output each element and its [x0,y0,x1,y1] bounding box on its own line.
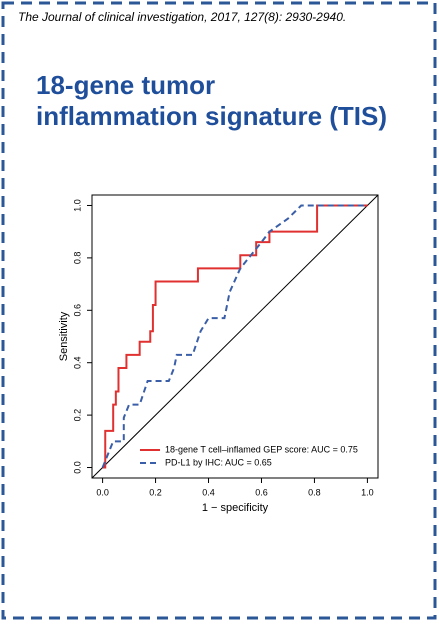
roc-chart: 0.0 0.2 0.4 0.6 0.8 1.0 0.0 0.2 0.4 0.6 0.8 1.0 1 − … [58,194,379,514]
x-tick-label: 0.8 [308,487,321,497]
y-tick-label: 0.4 [72,356,82,369]
title-line: 18-gene tumor [36,70,215,100]
y-tick-label: 0.6 [72,304,82,317]
x-tick-label: 0.0 [96,487,109,497]
title-line: inflammation signature (TIS) [36,101,387,131]
roc-curve [102,204,368,469]
x-tick-label: 0.6 [255,487,268,497]
legend-label: PD-L1 by IHC: AUC = 0.65 [165,457,272,467]
x-axis-label: 1 − specificity [202,502,269,514]
y-tick-label: 0.0 [72,461,82,474]
y-tick-label: 1.0 [72,199,82,212]
citation: The Journal of clinical investigation, 2… [18,10,346,24]
roc-curve [101,204,368,468]
y-axis-label: Sensitivity [58,311,70,361]
plot-frame [91,194,379,479]
reference-diagonal [91,194,379,479]
legend-label: 18-gene T cell–inflamed GEP score: AUC =… [165,444,358,454]
y-tick-label: 0.2 [72,409,82,422]
x-tick-label: 1.0 [361,487,374,497]
x-tick-label: 0.4 [202,487,215,497]
x-tick-label: 0.2 [149,487,162,497]
y-tick-label: 0.8 [72,252,82,265]
